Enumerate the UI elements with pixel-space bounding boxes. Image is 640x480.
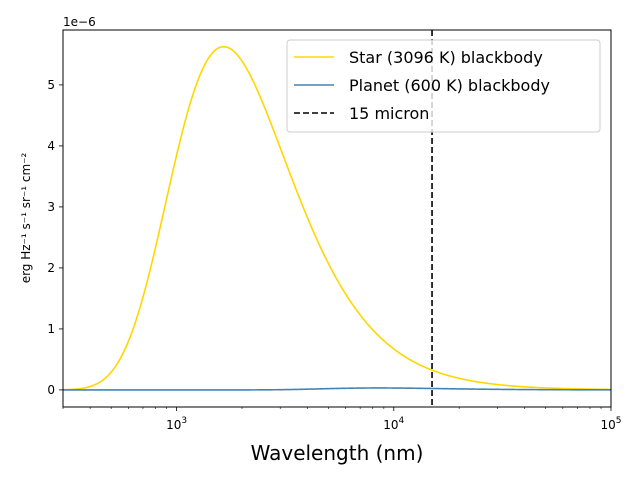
x-axis-ticks: 103 104 105: [62, 407, 622, 432]
x-tick-exp: 5: [616, 416, 622, 426]
y-tick-label-0: 0: [47, 383, 55, 397]
legend-label-1: Planet (600 K) blackbody: [349, 76, 550, 95]
y-tick-label-3: 3: [47, 200, 55, 214]
y-axis-ticks: 0 1 2 3 4 5: [47, 78, 63, 397]
series-line-1: [63, 387, 611, 391]
x-tick-label-0: 103: [166, 416, 187, 432]
x-tick-label-1: 104: [383, 416, 404, 432]
x-axis-label: Wavelength (nm): [251, 441, 424, 465]
plot-frame: [62, 29, 612, 408]
x-tick-base: 10: [383, 418, 398, 432]
y-axis-label: erg Hz⁻¹ s⁻¹ sr⁻¹ cm⁻²: [19, 153, 33, 284]
x-tick-exp: 4: [399, 416, 405, 426]
x-tick-label-2: 105: [600, 416, 621, 432]
x-tick-base: 10: [600, 418, 615, 432]
y-tick-label-1: 1: [47, 322, 55, 336]
x-tick-exp: 3: [181, 416, 187, 426]
x-tick-base: 10: [166, 418, 181, 432]
y-tick-label-5: 5: [47, 78, 55, 92]
series-line-0: [63, 45, 611, 391]
legend: Star (3096 K) blackbody Planet (600 K) bl…: [286, 39, 601, 133]
legend-label-0: Star (3096 K) blackbody: [349, 48, 543, 67]
y-tick-label-2: 2: [47, 261, 55, 275]
legend-label-2: 15 micron: [349, 104, 429, 123]
y-offset-label: 1e−6: [63, 15, 96, 29]
y-tick-label-4: 4: [47, 139, 55, 153]
legend-box: [286, 39, 601, 133]
series-layer: [63, 45, 611, 391]
